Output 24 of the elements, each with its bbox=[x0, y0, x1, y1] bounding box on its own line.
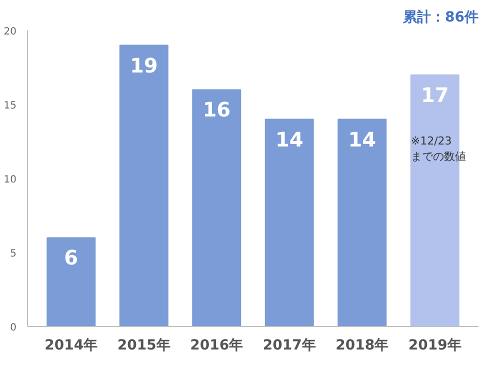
bar bbox=[192, 89, 242, 326]
x-tick-label: 2016年 bbox=[190, 338, 244, 354]
data-label: 6 bbox=[64, 246, 78, 270]
data-label: 14 bbox=[275, 127, 304, 152]
x-tick-label: 2017年 bbox=[262, 338, 316, 354]
data-label: 19 bbox=[130, 53, 158, 78]
y-tick-label: 15 bbox=[4, 100, 17, 112]
y-tick-label: 20 bbox=[4, 26, 17, 38]
bar bbox=[46, 237, 96, 326]
bar bbox=[119, 44, 168, 326]
y-tick-label: 5 bbox=[10, 248, 17, 260]
x-tick-label: 2014年 bbox=[44, 338, 98, 354]
bar bbox=[338, 118, 387, 326]
data-label: 16 bbox=[202, 98, 231, 122]
data-label: 14 bbox=[348, 127, 376, 152]
data-label: 17 bbox=[420, 82, 449, 107]
annotation: ※12/23 までの数値 bbox=[410, 134, 466, 164]
bar bbox=[264, 118, 314, 326]
text: 累計：86件 bbox=[402, 10, 478, 26]
x-tick-label: 2018年 bbox=[336, 338, 389, 354]
y-tick-label: 0 bbox=[10, 322, 17, 334]
x-tick-label: 2015年 bbox=[117, 338, 170, 354]
x-tick-label: 2019年 bbox=[408, 338, 462, 354]
y-tick-label: 10 bbox=[4, 174, 17, 186]
